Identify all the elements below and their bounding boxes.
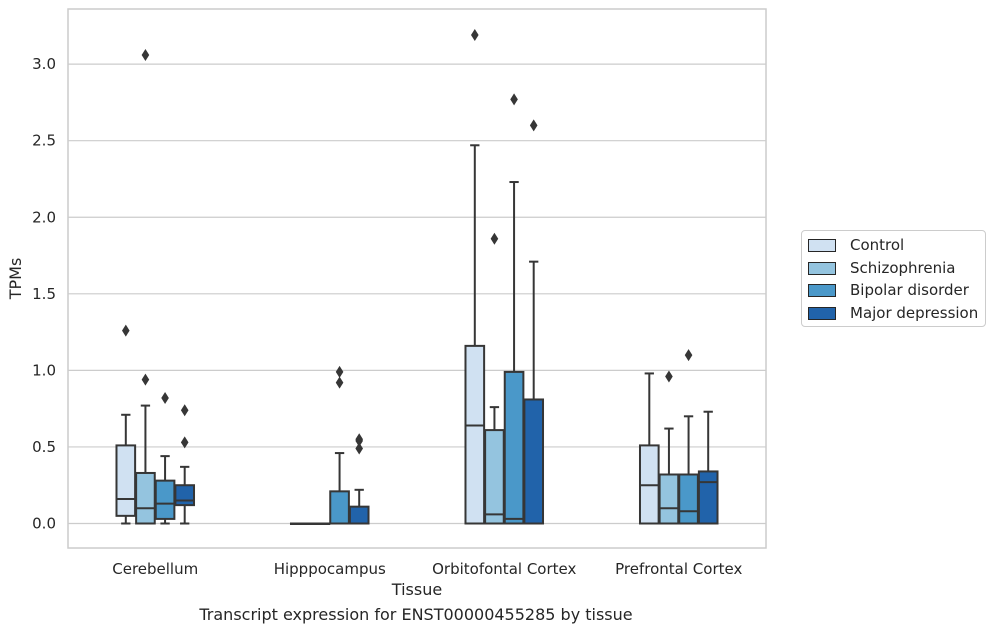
legend-item-bipolar-disorder: Bipolar disorder	[808, 280, 969, 300]
legend-swatch-control	[808, 238, 836, 252]
box-body	[678, 473, 699, 525]
legend-item-major-depression: Major depression	[808, 303, 978, 323]
box-1-0	[135, 48, 156, 525]
outlier-point	[180, 436, 189, 449]
y-tick-label: 2.0	[32, 208, 56, 226]
outlier-point	[355, 442, 363, 455]
x-tick-label: Cerebellum	[112, 560, 198, 578]
legend-swatch-schizophrenia	[808, 261, 836, 275]
box-body	[523, 398, 545, 525]
legend-swatch-bipolar-disorder	[808, 283, 836, 297]
y-tick-label: 3.0	[32, 55, 56, 73]
legend-item-control: Control	[808, 235, 904, 255]
outlier-point	[529, 119, 538, 132]
legend-label-control: Control	[850, 236, 905, 254]
y-tick-label: 1.0	[32, 361, 56, 379]
plot-area	[67, 8, 767, 549]
outlier-point	[665, 370, 673, 383]
outlier-point	[335, 365, 344, 378]
box-body	[697, 470, 719, 525]
outlier-point	[180, 404, 189, 417]
outlier-point	[490, 232, 499, 245]
box-0-3	[638, 372, 660, 525]
box-body	[464, 344, 486, 525]
outlier-point	[161, 391, 169, 404]
y-tick-label: 1.5	[32, 285, 56, 303]
chart-caption: Transcript expression for ENST0000045528…	[199, 605, 633, 624]
box-body	[329, 490, 350, 525]
legend-label-schizophrenia: Schizophrenia	[850, 259, 956, 277]
outlier-point	[684, 349, 693, 362]
box-body	[115, 444, 137, 517]
box-3-3	[697, 410, 719, 525]
outlier-point	[122, 324, 130, 337]
box-2-0	[154, 391, 176, 525]
legend: Control Schizophrenia Bipolar disorder M…	[801, 230, 986, 327]
box-3-1	[348, 433, 370, 525]
box-1-1	[309, 522, 331, 525]
legend-swatch-major-depression	[808, 306, 836, 320]
y-tick-label: 2.5	[32, 132, 56, 150]
x-tick-label: Orbitofontal Cortex	[432, 560, 576, 578]
y-tick-label: 0.0	[32, 515, 56, 533]
box-body	[174, 484, 196, 507]
outlier-point	[471, 29, 479, 42]
x-tick-label: Prefrontal Cortex	[615, 560, 742, 578]
box-2-2	[503, 93, 525, 525]
y-axis-label: TPMs	[6, 258, 25, 301]
box-body	[154, 479, 176, 520]
legend-item-schizophrenia: Schizophrenia	[808, 258, 955, 278]
box-3-0	[174, 404, 196, 525]
box-body	[348, 505, 370, 525]
outlier-point	[355, 433, 363, 446]
box-body	[135, 471, 156, 525]
box-0-2	[464, 29, 486, 525]
y-tick-label: 0.5	[32, 438, 56, 456]
x-axis-label: Tissue	[391, 580, 442, 599]
box-body	[484, 429, 505, 525]
box-3-2	[523, 119, 545, 525]
outlier-point	[335, 376, 344, 389]
box-1-3	[658, 370, 680, 525]
box-0-1	[289, 522, 311, 525]
legend-label-bipolar-disorder: Bipolar disorder	[850, 281, 969, 299]
box-body	[503, 370, 525, 525]
outlier-point	[141, 373, 150, 386]
legend-label-major-depression: Major depression	[850, 304, 979, 322]
box-body	[658, 473, 680, 525]
outlier-point	[141, 48, 150, 61]
x-tick-label: Hipppocampus	[274, 560, 386, 578]
outlier-point	[510, 93, 518, 106]
